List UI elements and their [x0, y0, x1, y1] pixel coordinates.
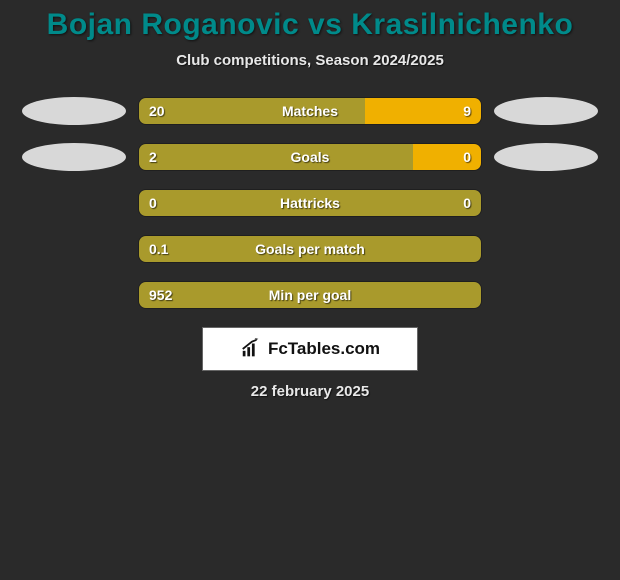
team-badge-left [22, 143, 126, 171]
stat-row: 0 0 Hattricks [0, 189, 620, 217]
stat-row: 2 0 Goals [0, 143, 620, 171]
value-left: 952 [149, 287, 172, 303]
stat-bar: 952 Min per goal [138, 281, 482, 309]
subtitle: Club competitions, Season 2024/2025 [0, 52, 620, 69]
team-badge-left [22, 97, 126, 125]
bar-segment-left [139, 144, 413, 170]
value-right: 9 [463, 103, 471, 119]
value-left: 0.1 [149, 241, 168, 257]
stat-row: 0.1 Goals per match [0, 235, 620, 263]
stat-bar: 2 0 Goals [138, 143, 482, 171]
value-left: 2 [149, 149, 157, 165]
chart-icon [240, 338, 262, 360]
team-badge-right [494, 97, 598, 125]
value-left: 0 [149, 195, 157, 211]
metric-label: Matches [282, 103, 338, 119]
value-right: 0 [463, 195, 471, 211]
brand-box[interactable]: FcTables.com [202, 327, 418, 371]
page-title: Bojan Roganovic vs Krasilnichenko [0, 8, 620, 42]
comparison-card: Bojan Roganovic vs Krasilnichenko Club c… [0, 0, 620, 400]
metric-label: Goals [291, 149, 330, 165]
metric-label: Min per goal [269, 287, 351, 303]
metric-label: Hattricks [280, 195, 340, 211]
stats-list: 209Matches20Goals00Hattricks0.1Goals per… [0, 97, 620, 309]
metric-label: Goals per match [255, 241, 365, 257]
stat-row: 20 9 Matches [0, 97, 620, 125]
value-left: 20 [149, 103, 165, 119]
stat-bar: 0 0 Hattricks [138, 189, 482, 217]
date-label: 22 february 2025 [0, 383, 620, 400]
team-badge-right [494, 143, 598, 171]
brand-text: FcTables.com [268, 339, 380, 359]
stat-bar: 20 9 Matches [138, 97, 482, 125]
stat-row: 952 Min per goal [0, 281, 620, 309]
stat-bar: 0.1 Goals per match [138, 235, 482, 263]
value-right: 0 [463, 149, 471, 165]
